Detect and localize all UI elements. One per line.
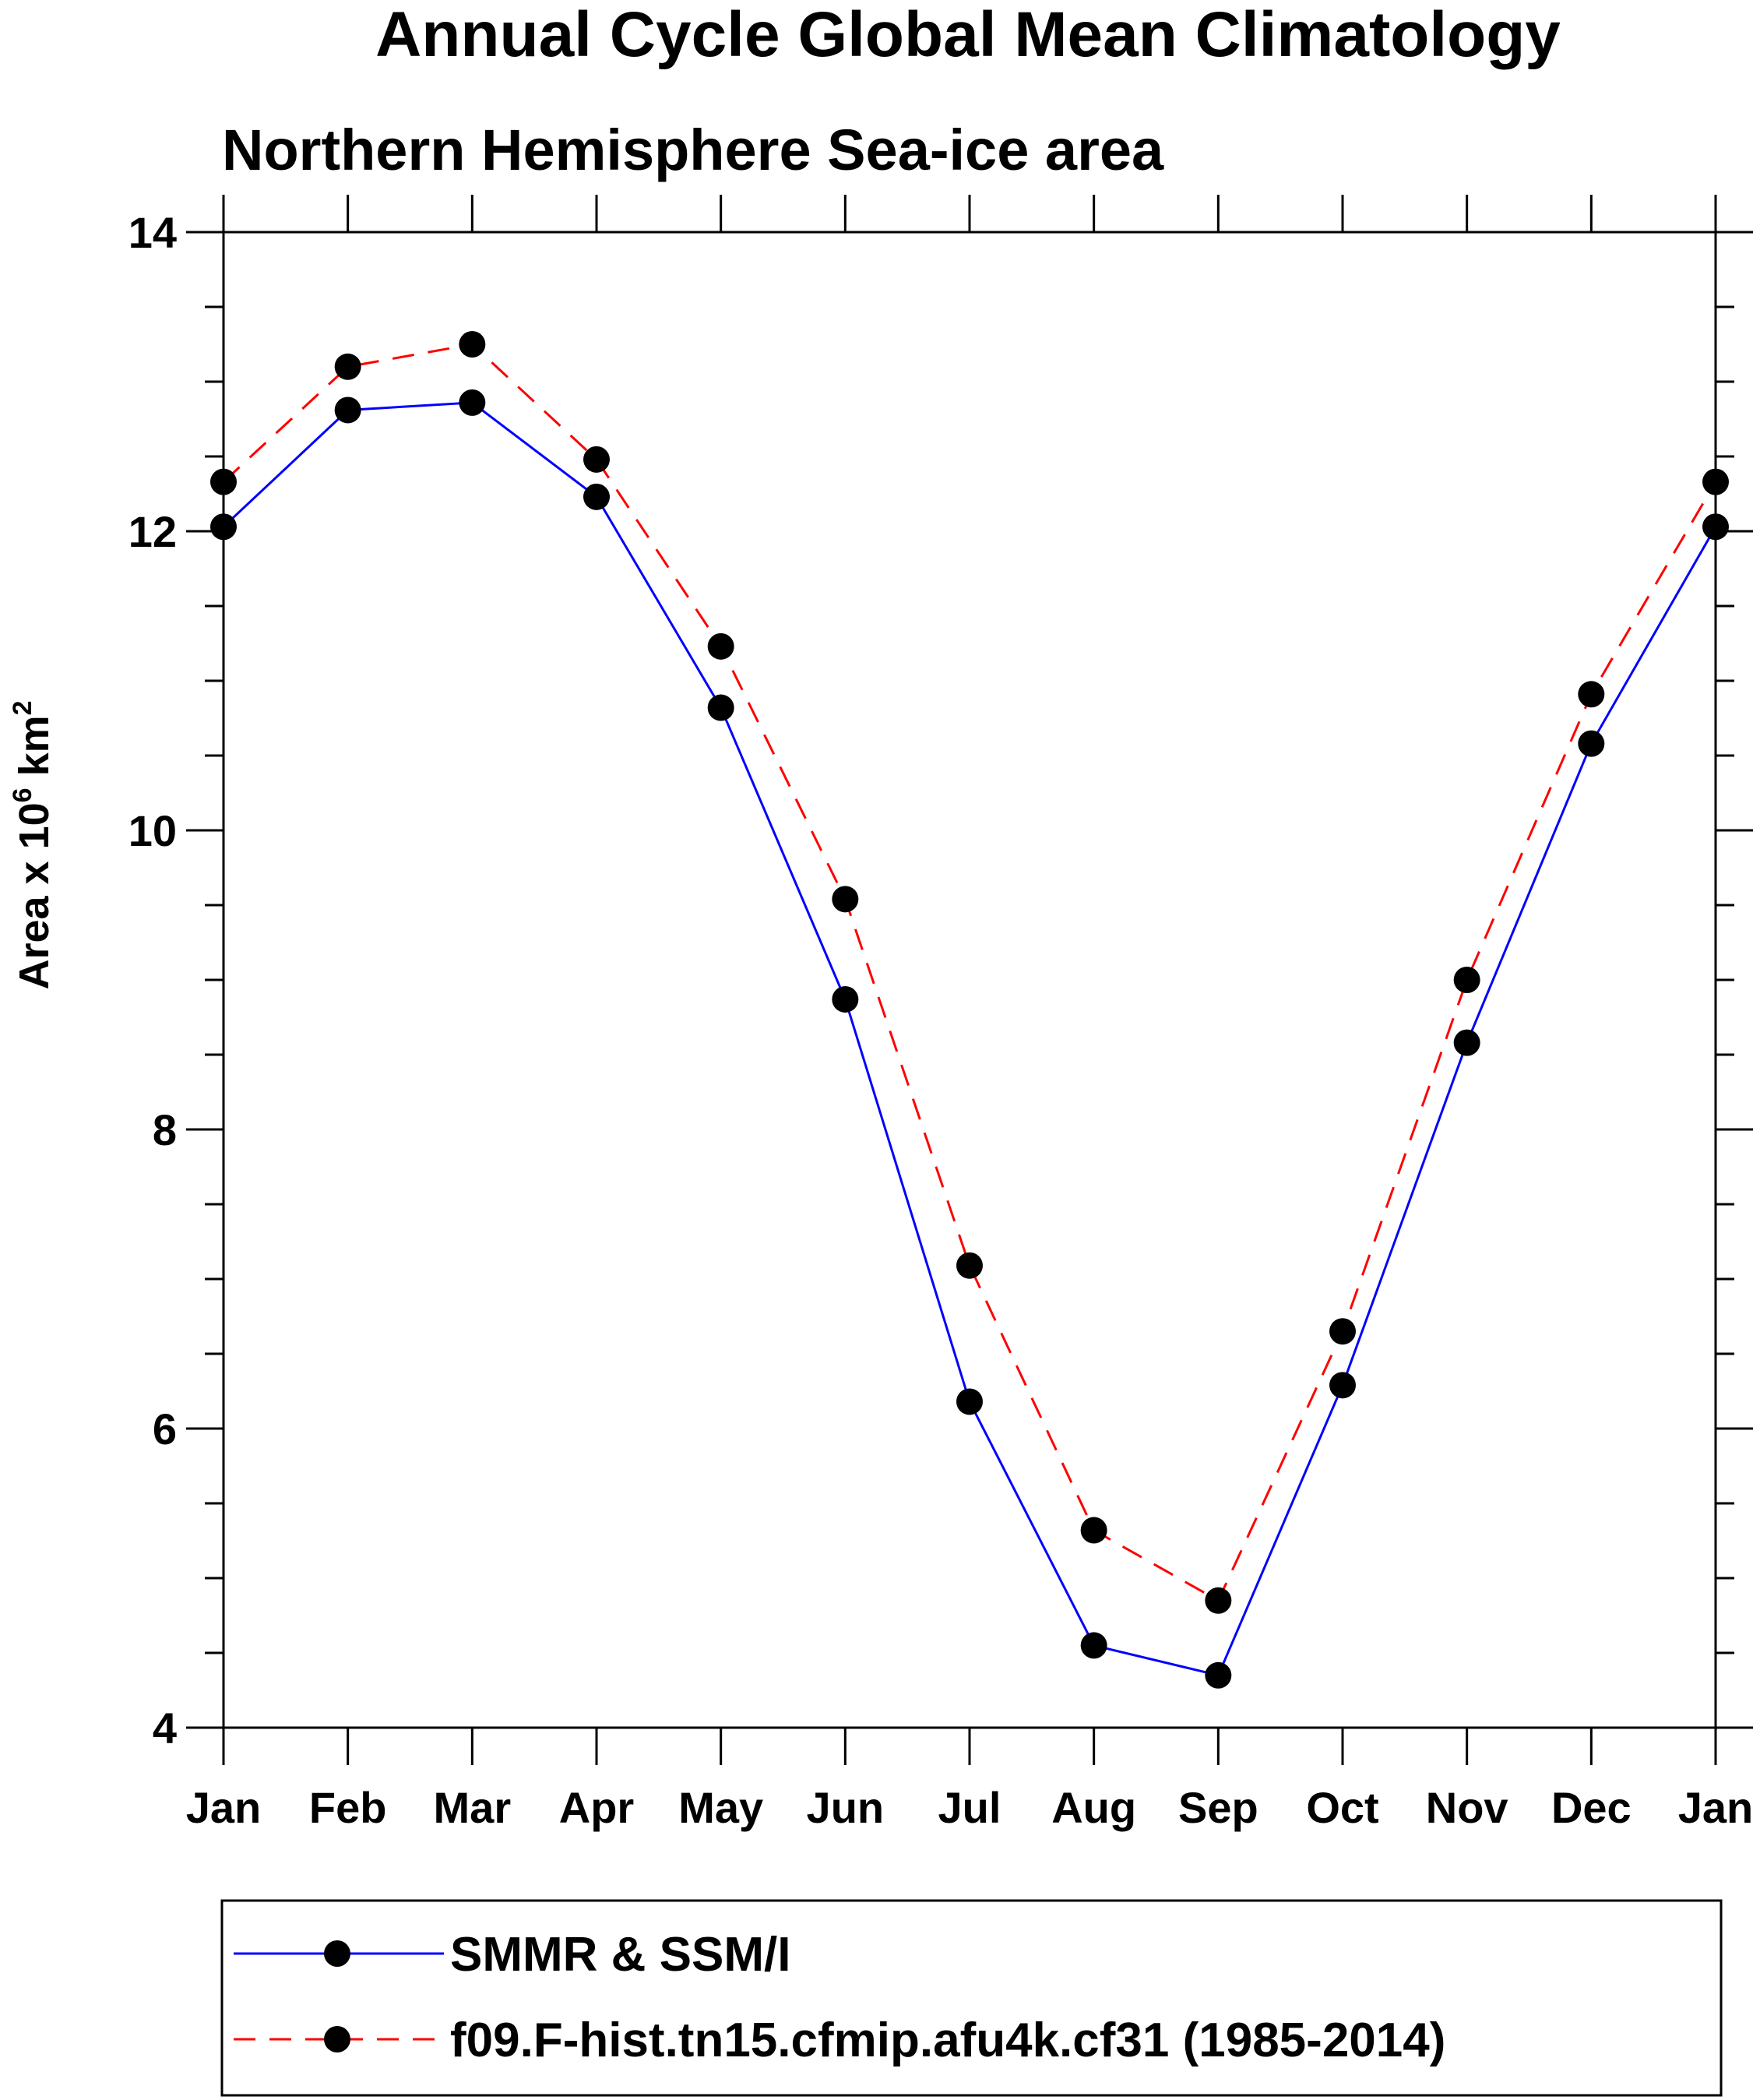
x-tick-label: Feb <box>309 1783 387 1832</box>
data-point-series-1 <box>334 353 361 380</box>
x-tick-label: Aug <box>1051 1783 1136 1832</box>
data-point-series-0 <box>583 483 610 510</box>
data-point-series-0 <box>1329 1372 1356 1399</box>
x-tick-label: Oct <box>1306 1783 1378 1832</box>
data-point-series-1 <box>1453 967 1480 993</box>
legend-label-model: f09.F-hist.tn15.cfmip.afu4k.cf31 (1985-2… <box>450 2014 1445 2067</box>
x-tick-label: Jan <box>186 1783 262 1832</box>
data-point-series-0 <box>1205 1661 1232 1689</box>
x-tick-label: Mar <box>434 1783 512 1832</box>
data-point-series-0 <box>210 513 237 541</box>
data-point-series-1 <box>459 331 486 358</box>
data-point-series-0 <box>459 389 486 416</box>
data-point-series-1 <box>707 632 734 660</box>
data-point-series-1 <box>210 468 237 495</box>
legend-box <box>220 1899 1723 2097</box>
legend: SMMR & SSM/I f09.F-hist.tn15.cfmip.afu4k… <box>220 1899 1723 2097</box>
data-point-series-0 <box>832 985 859 1013</box>
data-point-series-1 <box>1329 1318 1356 1345</box>
x-tick-label: Jan <box>1678 1783 1754 1832</box>
x-tick-label: Nov <box>1426 1783 1508 1832</box>
series-line-0 <box>222 401 1717 1677</box>
data-point-series-1 <box>1578 681 1605 708</box>
y-tick-label: 4 <box>153 1704 177 1753</box>
data-point-series-0 <box>334 396 361 424</box>
x-tick-label: Jul <box>938 1783 1001 1832</box>
data-point-series-1 <box>1080 1517 1107 1544</box>
data-point-series-0 <box>707 694 734 721</box>
chart-subtitle: Northern Hemisphere Sea-ice area <box>222 118 1164 182</box>
data-point-series-0 <box>956 1388 983 1415</box>
legend-label-smmr: SMMR & SSM/I <box>450 1928 790 1982</box>
data-point-series-1 <box>1702 468 1729 495</box>
y-tick-label: 8 <box>153 1105 177 1154</box>
data-point-series-1 <box>1205 1587 1232 1614</box>
data-point-series-1 <box>832 886 859 913</box>
data-point-series-1 <box>583 446 610 473</box>
x-tick-label: Jun <box>807 1783 885 1832</box>
data-point-series-1 <box>956 1252 983 1279</box>
x-tick-label: Dec <box>1551 1783 1632 1832</box>
chart-title: Annual Cycle Global Mean Climatology <box>375 0 1561 70</box>
legend-marker-smmr <box>324 1940 350 1967</box>
legend-marker-model <box>324 2026 350 2052</box>
y-tick-label: 10 <box>128 806 177 855</box>
y-axis-label: Area x 106 km2 <box>8 700 58 989</box>
axes: Jan Feb Mar Apr May Jun Jul Aug Sep Oct Nov Dec Jan4… <box>128 195 1754 1832</box>
data-point-series-0 <box>1578 730 1605 757</box>
series-layer <box>210 331 1729 1689</box>
y-tick-label: 14 <box>128 208 177 257</box>
data-point-series-0 <box>1080 1632 1107 1659</box>
y-tick-label: 12 <box>128 507 177 556</box>
x-tick-label: Sep <box>1178 1783 1258 1832</box>
data-point-series-0 <box>1453 1029 1480 1056</box>
x-tick-label: Apr <box>559 1783 634 1832</box>
x-tick-label: May <box>678 1783 763 1832</box>
data-point-series-0 <box>1702 513 1729 541</box>
y-tick-label: 6 <box>153 1404 177 1453</box>
